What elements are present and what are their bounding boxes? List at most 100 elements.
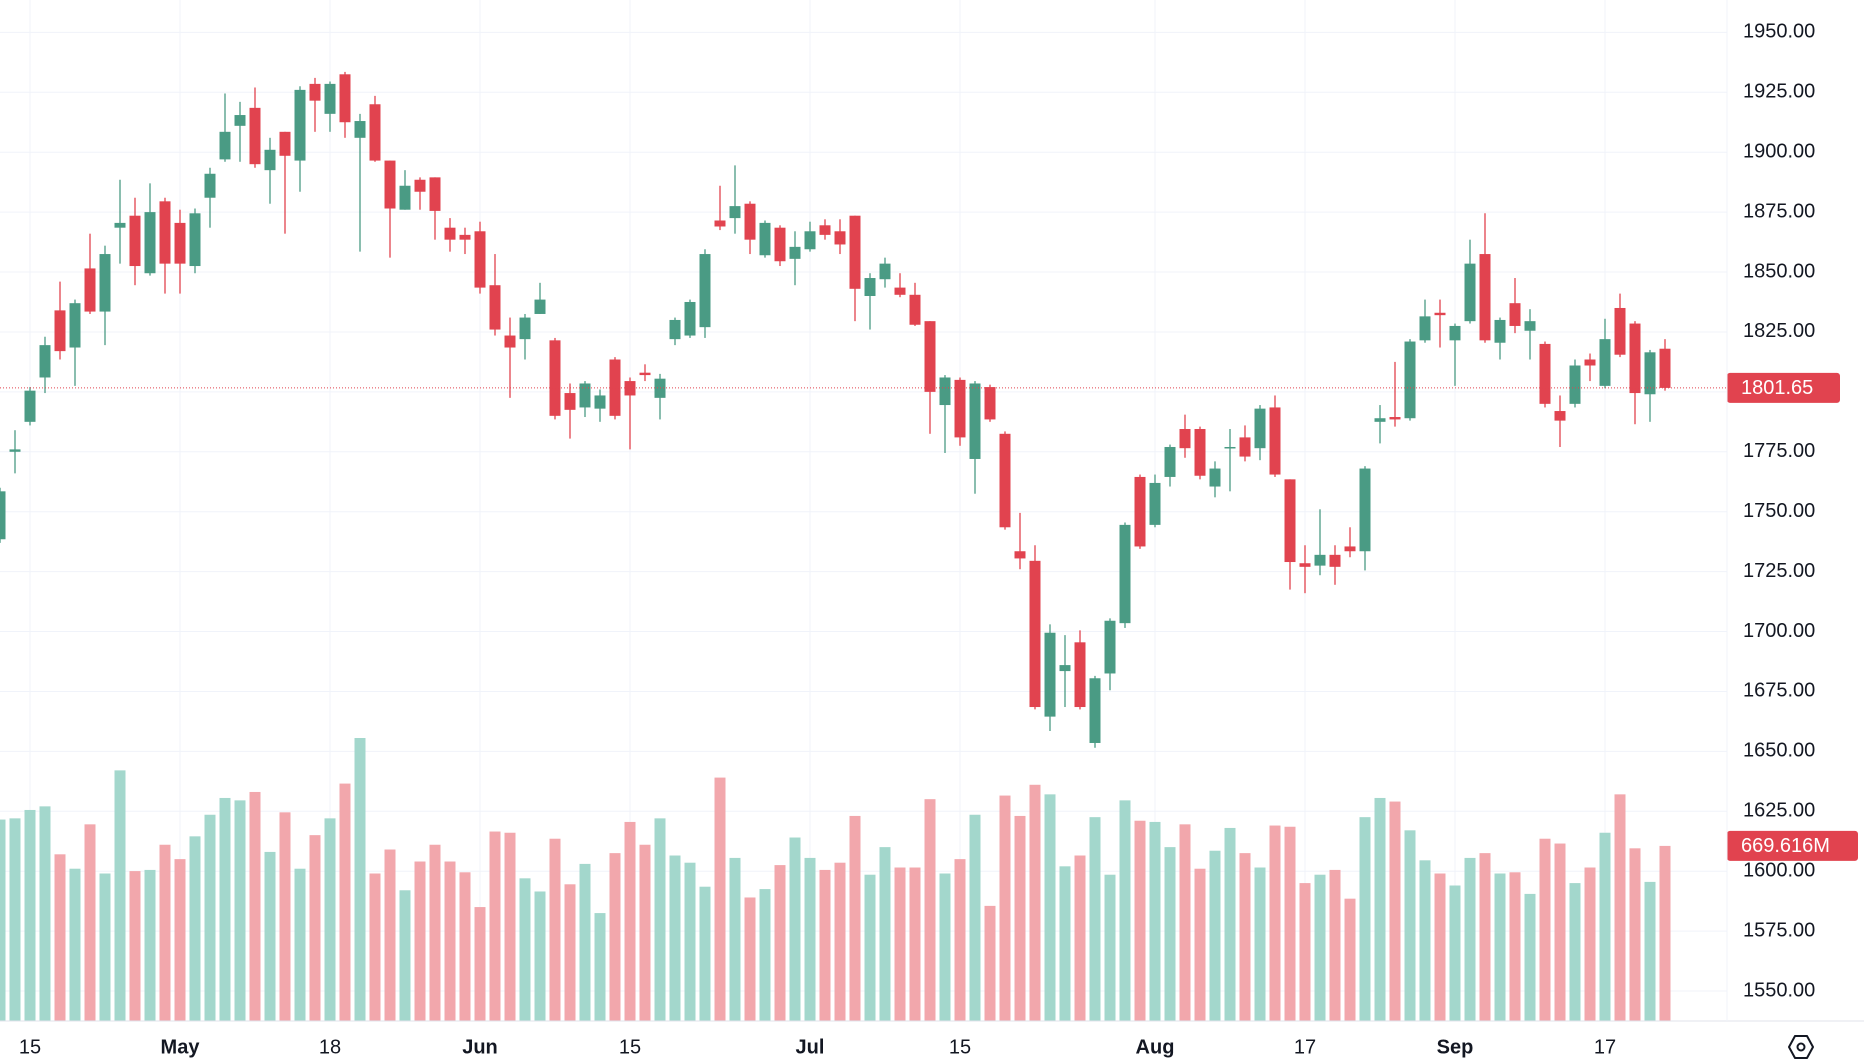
candle-body: [1239, 437, 1251, 457]
volume-bar: [654, 818, 666, 1021]
candle-body: [1254, 408, 1266, 449]
volume-bar: [894, 867, 906, 1021]
x-tick-label: Aug: [1136, 1036, 1175, 1058]
candle-body: [714, 220, 726, 227]
volume-bar: [834, 862, 846, 1021]
volume-bar: [1539, 838, 1551, 1021]
candle-body: [639, 372, 651, 376]
candle-body: [1314, 554, 1326, 566]
y-tick-label: 1650.00: [1743, 740, 1815, 762]
volume-bar: [774, 865, 786, 1021]
candle-body: [1179, 429, 1191, 449]
candle-body: [744, 203, 756, 240]
y-tick-label: 1550.00: [1743, 979, 1815, 1001]
volume-bar: [174, 859, 186, 1021]
candle-body: [249, 107, 261, 165]
y-tick-label: 1625.00: [1743, 800, 1815, 822]
candle-body: [1449, 325, 1461, 341]
volume-bar: [699, 886, 711, 1021]
candle-body: [9, 449, 21, 452]
candle-body: [69, 303, 81, 348]
candle-body: [1629, 323, 1641, 394]
candle-body: [1029, 560, 1041, 708]
candle-body: [1539, 343, 1551, 404]
candle-body: [939, 377, 951, 406]
candle-body: [114, 222, 126, 228]
candle-body: [1089, 678, 1101, 743]
volume-bar: [1014, 815, 1026, 1021]
y-tick-label: 1850.00: [1743, 260, 1815, 282]
volume-bar: [1104, 874, 1116, 1021]
candle-body: [564, 393, 576, 410]
candle-body: [384, 160, 396, 209]
candle-body: [1614, 307, 1626, 355]
y-tick-label: 1600.00: [1743, 859, 1815, 881]
candle-body: [864, 278, 876, 296]
volume-bar: [1434, 873, 1446, 1021]
volume-bar: [1389, 801, 1401, 1021]
candle-body: [234, 115, 246, 126]
volume-bar: [459, 872, 471, 1021]
candle-body: [879, 263, 891, 280]
volume-bar: [264, 851, 276, 1021]
candle-body: [1434, 312, 1446, 316]
volume-bar: [204, 814, 216, 1021]
candle-body: [1329, 554, 1341, 567]
candle-body: [774, 227, 786, 262]
candle-body: [1194, 429, 1206, 476]
candle-body: [1644, 352, 1656, 395]
candle-body: [414, 179, 426, 192]
candle-body: [54, 310, 66, 352]
volume-bar: [69, 868, 81, 1021]
volume-bar: [1059, 866, 1071, 1021]
candle-body: [204, 173, 216, 198]
volume-bar: [234, 800, 246, 1021]
volume-bar: [819, 869, 831, 1021]
candle-body: [129, 215, 141, 267]
volume-bar: [594, 913, 606, 1021]
volume-bar: [909, 867, 921, 1021]
settings-icon[interactable]: [1788, 1035, 1814, 1059]
x-tick-label: 17: [1594, 1036, 1616, 1058]
candle-body: [339, 74, 351, 123]
candle-body: [459, 234, 471, 240]
volume-bar: [1359, 817, 1371, 1021]
candle-body: [909, 294, 921, 325]
volume-bar: [1239, 853, 1251, 1021]
volume-bar: [1509, 872, 1521, 1021]
candle-body: [954, 379, 966, 438]
volume-bar: [9, 818, 21, 1021]
volume-bar: [1344, 898, 1356, 1021]
candle-body: [519, 317, 531, 340]
volume-bar: [0, 819, 6, 1021]
plot-area: [0, 71, 1727, 1021]
volume-bar: [519, 878, 531, 1021]
candle-body: [1659, 348, 1671, 388]
volume-bar: [309, 835, 321, 1021]
candle-body: [1074, 642, 1086, 708]
candle-body: [99, 254, 111, 312]
volume-bar: [489, 831, 501, 1021]
candle-body: [834, 231, 846, 245]
volume-bar: [1584, 867, 1596, 1021]
x-tick-label: 15: [19, 1036, 41, 1058]
candle-body: [264, 149, 276, 171]
candle-body: [684, 301, 696, 336]
volume-bar: [534, 891, 546, 1021]
volume-bar: [609, 853, 621, 1021]
candle-body: [354, 121, 366, 138]
volume-bar: [99, 873, 111, 1021]
candle-body: [1299, 563, 1311, 567]
volume-bar: [24, 809, 36, 1021]
volume-bar: [969, 814, 981, 1021]
x-tick-label: 18: [319, 1036, 341, 1058]
x-tick-label: 17: [1294, 1036, 1316, 1058]
volume-bar: [1149, 821, 1161, 1021]
y-tick-label: 1725.00: [1743, 560, 1815, 582]
candle-body: [294, 89, 306, 161]
candle-body: [444, 227, 456, 240]
volume-bar: [954, 859, 966, 1021]
last-price-box: [1727, 372, 1840, 403]
volume-bar: [1419, 860, 1431, 1021]
